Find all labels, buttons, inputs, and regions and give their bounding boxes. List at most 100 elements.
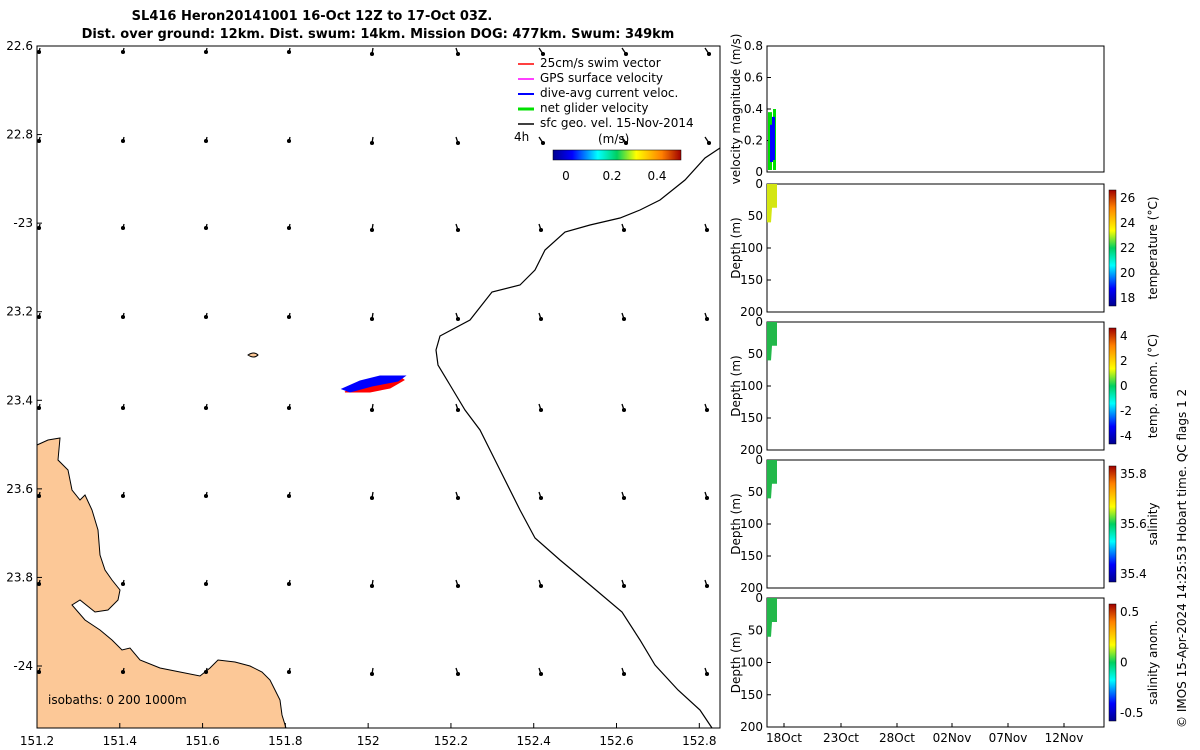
- panel-colorbar: [1108, 327, 1117, 445]
- geo-velocity-arrowhead: [286, 669, 292, 675]
- current-velocity-cluster: [340, 375, 407, 393]
- geo-velocity-arrowhead: [455, 227, 461, 233]
- time-series-panel-temperature: 0 50 100 150 200 Depth (m) 26 24 22 20 18 temperatu…: [729, 177, 1160, 319]
- panel-y-tick-label: 50: [748, 209, 763, 223]
- panel-y-label: Depth (m): [729, 493, 743, 554]
- panel-colorbar: [1108, 603, 1117, 722]
- panel-y-tick-label: 0: [755, 315, 763, 329]
- colorbar-tick-label: 2: [1120, 354, 1128, 368]
- colorbar-tick-label: 18: [1120, 291, 1135, 305]
- geo-velocity-arrowhead: [286, 405, 292, 411]
- geo-velocity-arrowhead: [203, 225, 209, 231]
- legend-label-geo: sfc geo. vel. 15-Nov-2014: [540, 116, 694, 130]
- geo-velocity-arrowhead: [369, 671, 375, 677]
- geo-velocity-arrowhead: [704, 671, 710, 677]
- geo-velocity-arrowhead: [538, 316, 544, 322]
- geo-velocity-arrowhead: [621, 407, 627, 413]
- geo-velocity-arrowhead: [369, 140, 375, 146]
- geo-velocity-arrowhead: [538, 671, 544, 677]
- geo-velocity-arrowhead: [36, 405, 42, 411]
- time-tick-label: 28Oct: [879, 731, 915, 745]
- geo-velocity-arrowhead: [538, 495, 544, 501]
- geo-velocity-arrowhead: [203, 49, 209, 55]
- geo-velocity-arrowhead: [203, 138, 209, 144]
- colorbar-tick-label: -0.5: [1120, 706, 1143, 720]
- geo-velocity-arrowhead: [455, 583, 461, 589]
- glider-track: [340, 375, 407, 393]
- colorbar-tick-label: -4: [1120, 429, 1132, 443]
- colorbar-tick-label: 35.6: [1120, 517, 1147, 531]
- geo-velocity-arrowhead: [120, 314, 126, 320]
- panel-y-tick-label: 200: [740, 720, 763, 734]
- geo-velocity-arrowhead: [369, 583, 375, 589]
- panel-colorbar: [1108, 465, 1117, 583]
- legend-label-net: net glider velocity: [540, 101, 648, 115]
- panel-y-tick-label: 100: [740, 241, 763, 255]
- geo-velocity-arrowhead: [623, 140, 629, 146]
- geo-velocity-arrowhead: [36, 493, 42, 499]
- map-y-tick-label: 23.8: [6, 570, 33, 584]
- geo-velocity-arrowhead: [455, 495, 461, 501]
- colorbar-tick-label: 22: [1120, 241, 1135, 255]
- colorbar-tick-label: 0: [1120, 656, 1128, 670]
- colorbar-label: temp. anom. (°C): [1146, 334, 1160, 438]
- map-x-tick-label: 151.4: [103, 734, 137, 748]
- colorbar-tick-label: 0: [1120, 379, 1128, 393]
- geo-velocity-arrowhead: [286, 49, 292, 55]
- map-x-tick-label: 151.8: [268, 734, 302, 748]
- geo-velocity-arrowhead: [286, 138, 292, 144]
- map-x-tick-label: 152: [357, 734, 380, 748]
- geo-velocity-arrowhead: [540, 140, 546, 146]
- colorbar-tick-label: 20: [1120, 266, 1135, 280]
- isobath-line: [435, 147, 721, 729]
- panel-y-tick-label: 150: [740, 688, 763, 702]
- colorbar-tick-0: 0: [562, 169, 570, 183]
- geo-velocity-arrowhead: [621, 671, 627, 677]
- geo-velocity-arrowhead: [704, 583, 710, 589]
- map-y-tick-label: 23.4: [6, 393, 33, 407]
- map-y-tick-label: 23.2: [6, 305, 33, 319]
- colorbar-tick-2: 0.4: [647, 169, 666, 183]
- geo-velocity-arrowhead: [36, 138, 42, 144]
- panel-y-tick-label: 200: [740, 305, 763, 319]
- geo-velocity-arrowhead: [120, 225, 126, 231]
- geo-velocity-arrowhead: [203, 314, 209, 320]
- panel-y-tick-label: 200: [740, 581, 763, 595]
- geo-velocity-arrowhead: [540, 51, 546, 57]
- map-x-tick-label: 151.2: [20, 734, 54, 748]
- colorbar-label: temperature (°C): [1146, 197, 1160, 300]
- geo-velocity-arrowhead: [36, 314, 42, 320]
- map-y-ticks: 22.6 22.8 -23 23.2 23.4 23.6 23.8 -24: [6, 39, 42, 673]
- geo-velocity-arrowhead: [120, 405, 126, 411]
- figure-title-line1: SL416 Heron20141001 16-Oct 12Z to 17-Oct…: [132, 9, 493, 24]
- map-axes-box: [36, 45, 721, 729]
- geo-velocity-arrowhead: [286, 314, 292, 320]
- geo-velocity-arrowhead: [120, 493, 126, 499]
- geo-velocity-arrowhead: [120, 581, 126, 587]
- panel-y-tick-label: 0.8: [744, 39, 763, 53]
- colorbar-tick-1: 0.2: [602, 169, 621, 183]
- time-tick-label: 18Oct: [766, 731, 802, 745]
- current-velocity-mark: [770, 124, 773, 162]
- map-y-tick-label: -24: [13, 659, 33, 673]
- panel-y-tick-label: 200: [740, 443, 763, 457]
- geo-velocity-arrowhead: [369, 407, 375, 413]
- map-x-tick-label: 152.8: [682, 734, 716, 748]
- geo-velocity-arrowhead: [286, 225, 292, 231]
- geo-velocity-arrowhead: [455, 671, 461, 677]
- geo-velocity-arrowhead: [621, 495, 627, 501]
- panel-y-label: Depth (m): [729, 632, 743, 693]
- geo-velocity-arrowhead: [538, 583, 544, 589]
- legend-time-label: 4h: [514, 130, 529, 144]
- panel-y-tick-label: 150: [740, 273, 763, 287]
- geo-velocity-arrowhead: [621, 316, 627, 322]
- map-y-tick-label: 23.6: [6, 482, 33, 496]
- geo-velocity-arrowhead: [203, 581, 209, 587]
- panel-axes-box: [766, 459, 1105, 589]
- imos-credit: © IMOS 15-Apr-2024 14:25:53 Hobart time.…: [1175, 389, 1189, 728]
- colorbar-tick-label: 35.4: [1120, 567, 1147, 581]
- panel-axes-box: [766, 45, 1105, 173]
- geo-velocity-arrowhead: [706, 51, 712, 57]
